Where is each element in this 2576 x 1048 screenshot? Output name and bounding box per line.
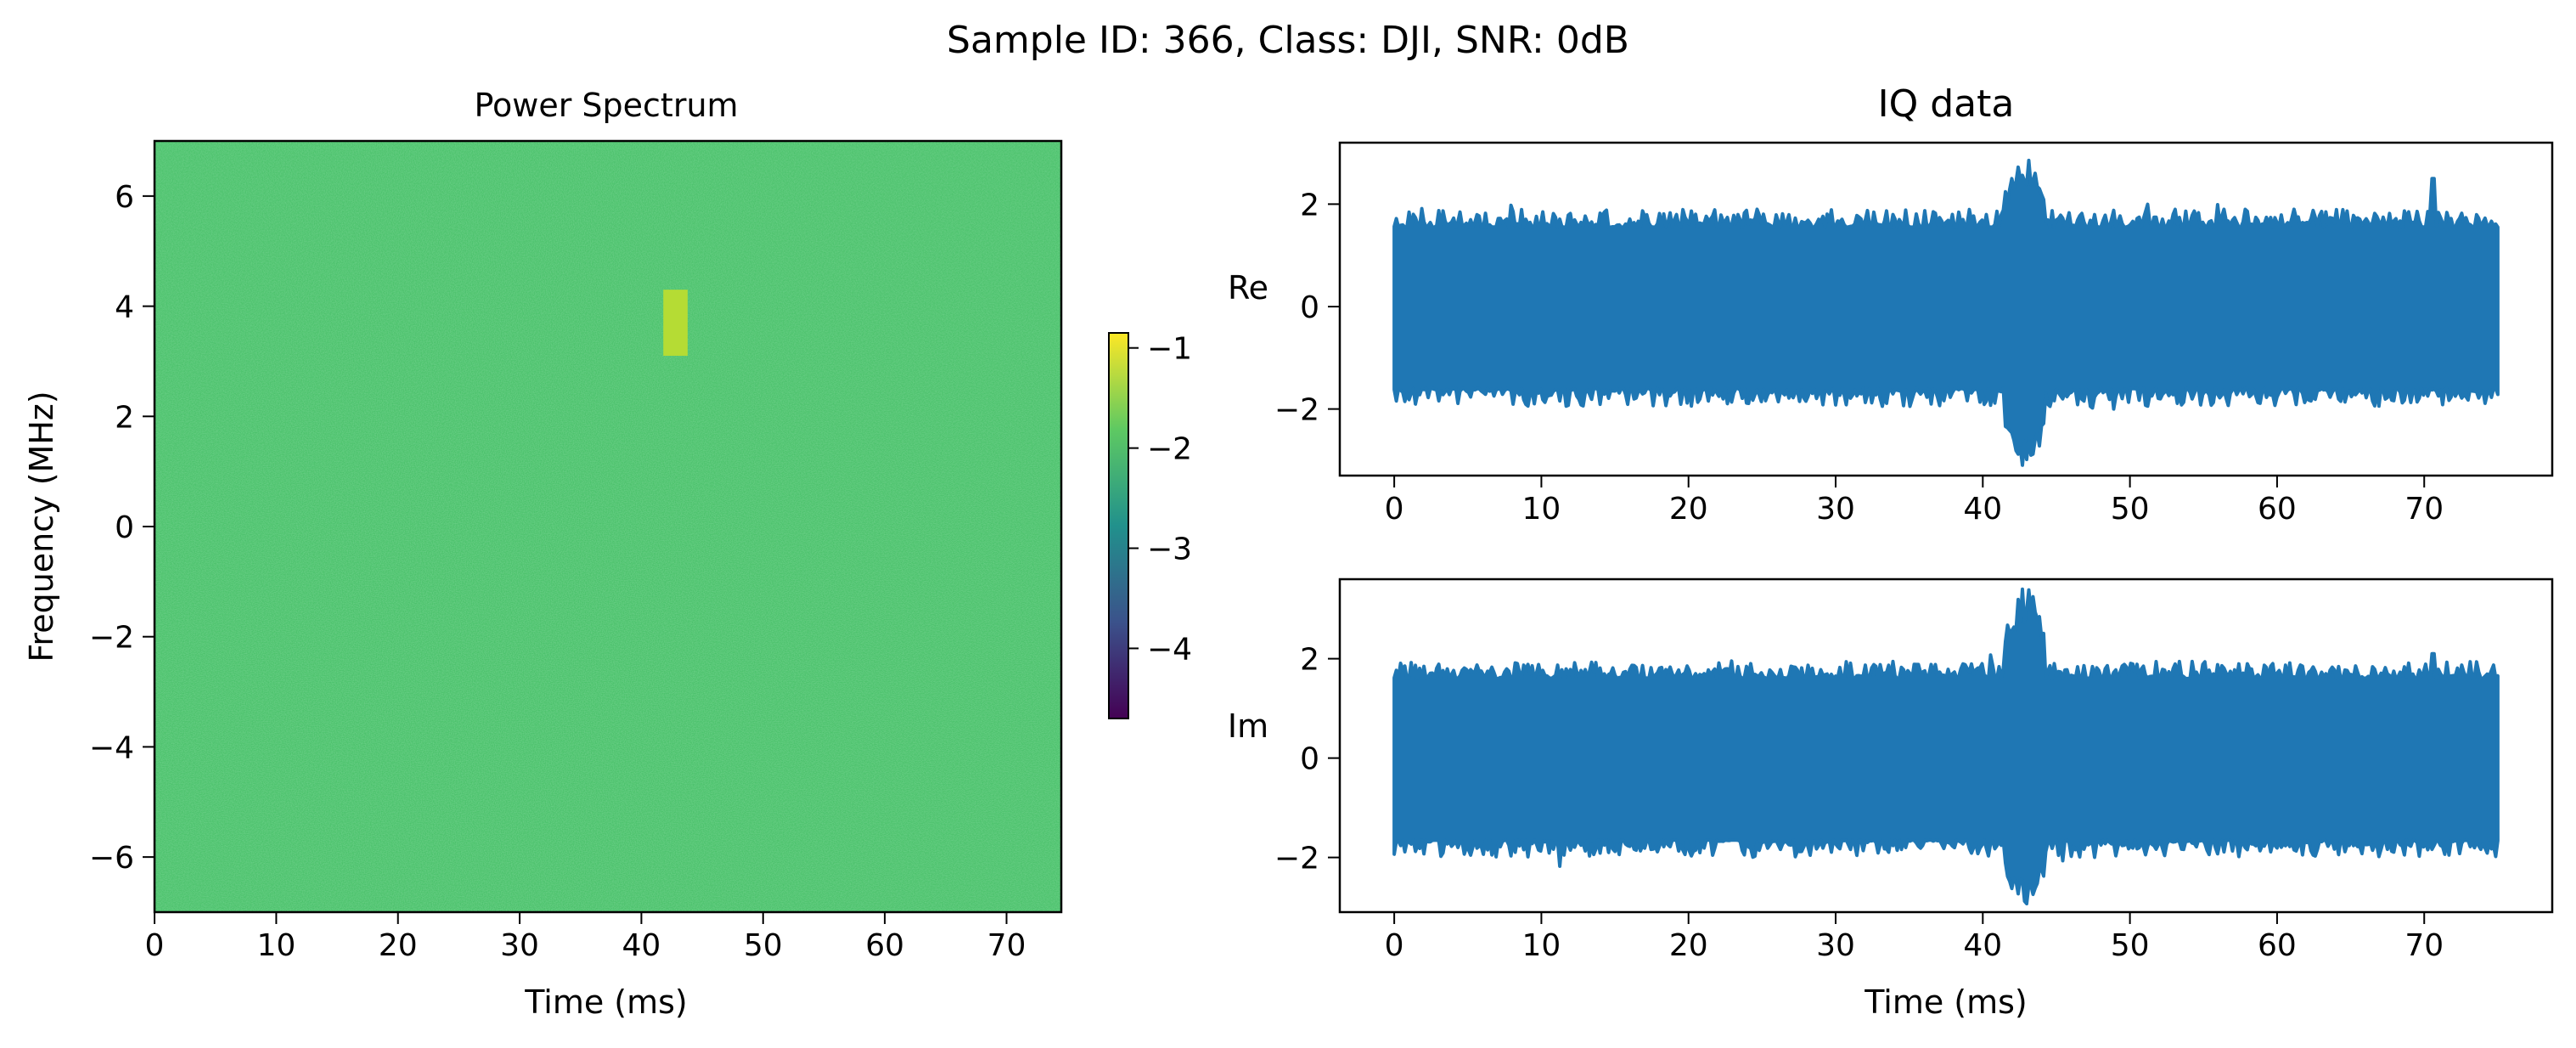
- iq-im-y-tick-label: −2: [1274, 842, 1319, 876]
- spectrogram-x-tick-label: 20: [379, 928, 418, 963]
- colorbar-tick-label: −3: [1147, 532, 1192, 567]
- spectrogram-x-tick-label: 30: [500, 928, 539, 963]
- spectrogram-y-tick-label: −2: [89, 621, 134, 656]
- iq-im-x-tick-label: 70: [2404, 928, 2444, 963]
- iq-re-x-tick-label: 10: [1522, 492, 1561, 527]
- iq-re-x-tick-label: 70: [2404, 492, 2444, 527]
- spectrogram-x-tick-label: 0: [145, 928, 165, 963]
- spectrogram-y-tick-label: 6: [115, 180, 134, 215]
- colorbar-gradient: [1108, 332, 1129, 719]
- iq-re-x-ticks: 0 10 20 30 40 50 60 70: [1385, 476, 2444, 527]
- iq-im-x-tick-label: 0: [1385, 928, 1404, 963]
- iq-im-x-tick-label: 10: [1522, 928, 1561, 963]
- iq-im-x-tick-label: 20: [1669, 928, 1708, 963]
- spectrogram-title: Power Spectrum: [474, 87, 738, 124]
- iq-re-y-tick-label: 2: [1300, 188, 1319, 223]
- spectrogram-ylabel: Frequency (MHz): [23, 391, 60, 662]
- iq-re-y-ticks: 2 0 −2: [1274, 188, 1340, 428]
- iq-re-x-tick-label: 30: [1816, 492, 1855, 527]
- iq-im-x-tick-label: 60: [2258, 928, 2297, 963]
- iq-im-frame: [1338, 578, 2554, 914]
- iq-im-x-tick-label: 30: [1816, 928, 1855, 963]
- iq-im-panel: 0 10 20 30 40 50 60 70 20−2 Im Time (ms): [1228, 578, 2554, 1021]
- spectrogram-y-tick-label: −4: [89, 730, 134, 765]
- spectrogram-noise: [155, 141, 1061, 912]
- iq-re-y-tick-label: −2: [1274, 393, 1319, 428]
- iq-re-ylabel: Re: [1228, 269, 1268, 307]
- iq-title: IQ data: [1878, 82, 2015, 126]
- iq-im-y-ticks: 2 0 −2: [1274, 643, 1340, 876]
- spectrogram-x-tick-label: 10: [256, 928, 295, 963]
- spectrogram-x-tick-label: 50: [744, 928, 783, 963]
- spectrogram-x-tick-label: 70: [987, 928, 1026, 963]
- iq-im-xlabel: Time (ms): [1864, 983, 2028, 1021]
- iq-re-panel: IQ data 0 10 20 30 40 50 60 70 20−2 Re: [1228, 82, 2554, 527]
- iq-re-x-tick-label: 0: [1385, 492, 1404, 527]
- spectrogram-y-tick-label: 0: [115, 510, 134, 545]
- colorbar: −1 −2 −3 −4: [1108, 332, 1192, 719]
- colorbar-ticks: −1 −2 −3 −4: [1128, 332, 1192, 667]
- colorbar-tick-label: −1: [1147, 332, 1192, 367]
- figure-suptitle: Sample ID: 366, Class: DJI, SNR: 0dB: [947, 19, 1629, 62]
- colorbar-tick-label: −2: [1147, 432, 1192, 467]
- iq-im-ylabel: Im: [1228, 707, 1268, 745]
- iq-im-x-tick-label: 50: [2111, 928, 2150, 963]
- iq-re-x-tick-label: 50: [2111, 492, 2150, 527]
- iq-im-y-tick-label: 2: [1300, 643, 1319, 678]
- iq-re-x-tick-label: 60: [2258, 492, 2297, 527]
- iq-im-y-tick-label: 0: [1300, 742, 1319, 777]
- spectrogram-y-tick-label: 2: [115, 400, 134, 435]
- spectrogram-y-ticks: 6 4 2 0 −2 −4 −6: [89, 180, 155, 876]
- spectrogram-panel: Power Spectrum 0 10 20 30 40 50 60 70 6420−2−4−…: [23, 87, 1063, 1021]
- iq-re-series-line: [1392, 158, 2500, 467]
- spectrogram-y-tick-label: 4: [115, 290, 134, 325]
- spectrogram-xlabel: Time (ms): [524, 983, 688, 1021]
- colorbar-tick-label: −4: [1147, 632, 1192, 667]
- spectrogram-x-ticks: 0 10 20 30 40 50 60 70: [145, 912, 1026, 963]
- iq-re-x-tick-label: 20: [1669, 492, 1708, 527]
- iq-im-x-tick-label: 40: [1963, 928, 2002, 963]
- spectrogram-x-tick-label: 60: [865, 928, 904, 963]
- iq-re-y-tick-label: 0: [1300, 290, 1319, 325]
- iq-im-x-ticks: 0 10 20 30 40 50 60 70: [1385, 912, 2444, 963]
- spectrogram-x-tick-label: 40: [622, 928, 661, 963]
- iq-re-x-tick-label: 40: [1963, 492, 2002, 527]
- iq-re-frame: [1338, 141, 2554, 477]
- iq-im-series-line: [1392, 587, 2500, 906]
- spectrogram-burst: [663, 290, 688, 356]
- spectrogram-y-tick-label: −6: [89, 841, 134, 876]
